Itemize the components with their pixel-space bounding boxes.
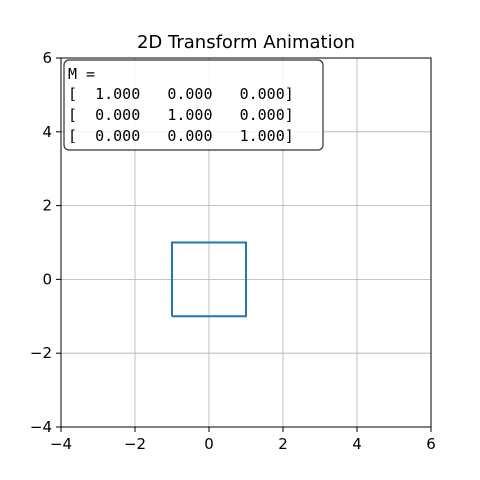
x-tick-label: 2 — [278, 435, 288, 453]
series-layer — [171, 241, 247, 318]
matrix-row-3: [ 0.000 0.000 1.000] — [68, 127, 294, 145]
x-axis-ticks: −4 −2 0 2 4 6 — [50, 427, 436, 453]
x-tick-label: 4 — [352, 435, 362, 453]
matrix-row-1: [ 1.000 0.000 0.000] — [68, 85, 294, 103]
x-tick-label: 0 — [204, 435, 214, 453]
y-tick-label: 4 — [42, 123, 52, 141]
plot-frame — [60, 57, 432, 428]
matrix-annotation-box — [63, 59, 324, 151]
chart-title: 2D Transform Animation — [137, 32, 355, 53]
matrix-label: M = — [68, 65, 95, 83]
axes — [60, 57, 432, 428]
y-tick-label: −2 — [30, 344, 52, 362]
y-tick-label: 0 — [42, 270, 52, 288]
y-axis-ticks: −4 −2 0 2 4 6 — [30, 49, 61, 436]
matrix-row-2: [ 0.000 1.000 0.000] — [68, 106, 294, 124]
x-tick-label: −2 — [124, 435, 146, 453]
y-tick-label: 2 — [42, 197, 52, 215]
x-tick-label: 6 — [426, 435, 436, 453]
matrix-annotation: M = [ 1.000 0.000 0.000] [ 0.000 1.000 0… — [63, 59, 324, 151]
y-tick-label: −4 — [30, 418, 52, 436]
series-line — [171, 241, 247, 318]
x-tick-label: −4 — [50, 435, 72, 453]
y-tick-label: 6 — [42, 49, 52, 67]
